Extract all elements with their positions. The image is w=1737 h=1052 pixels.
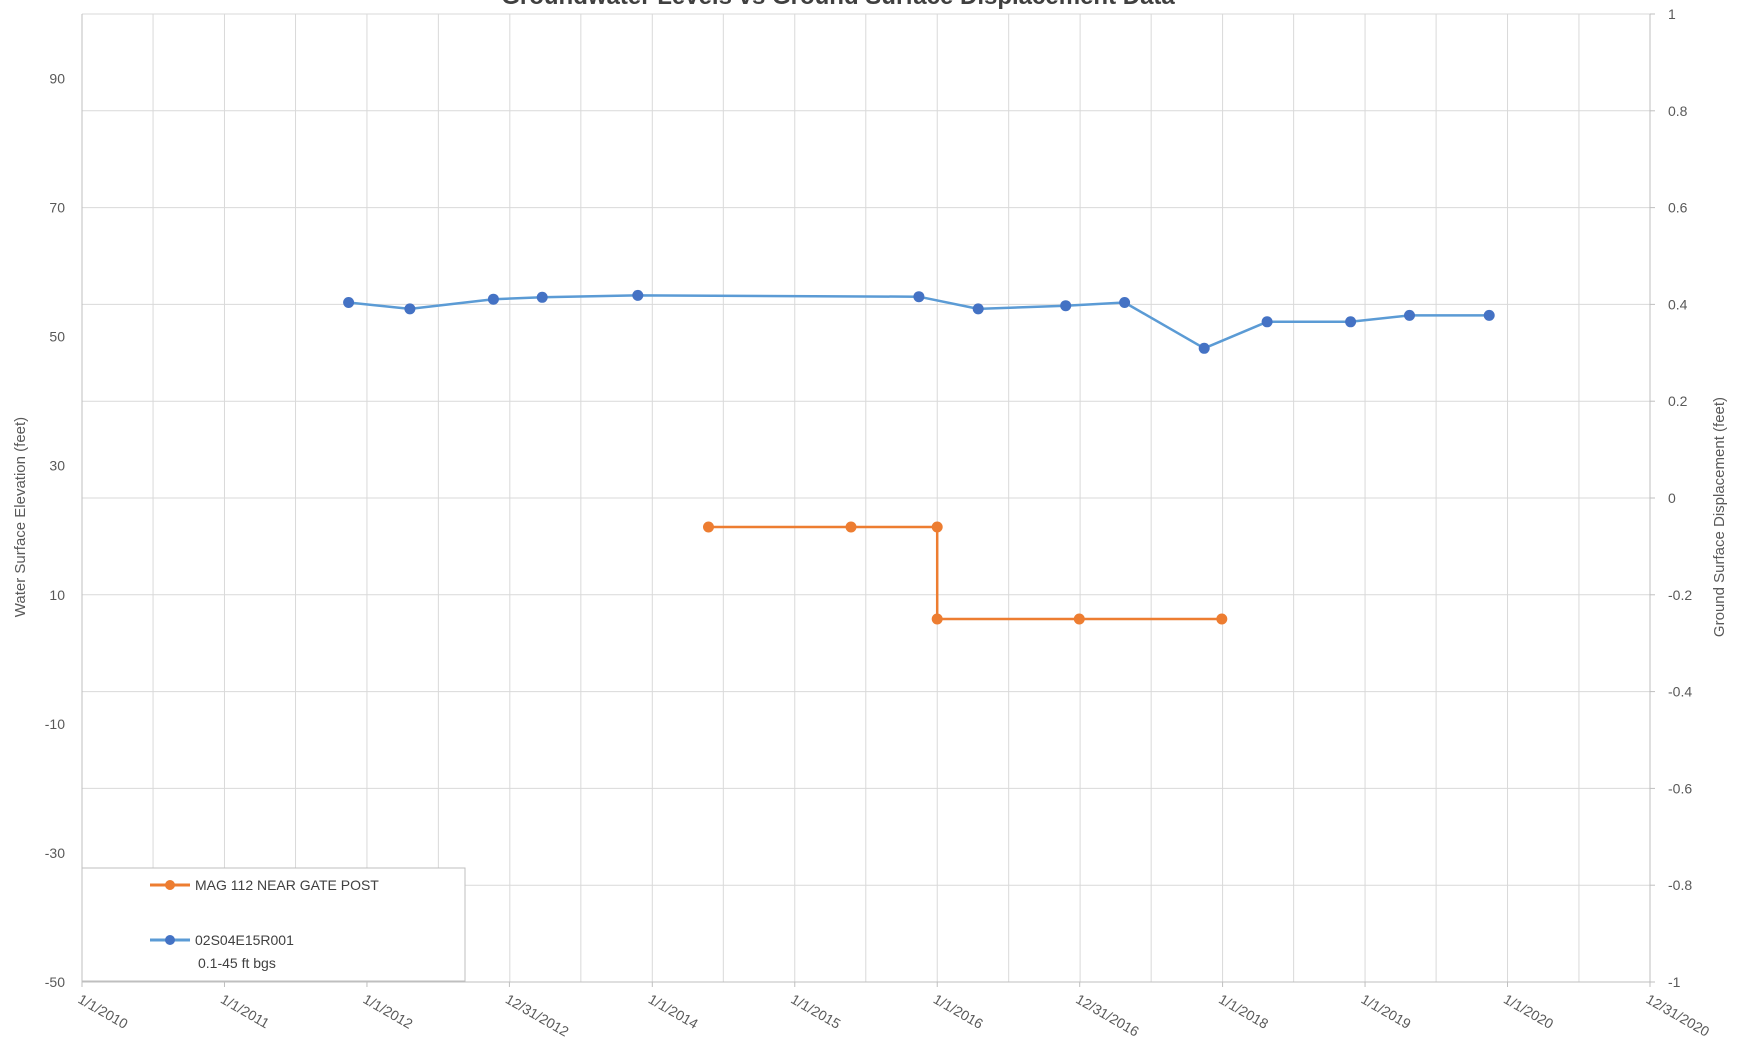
y-left-tick-label: 70 [49, 200, 65, 216]
y-left-tick-label: 90 [49, 71, 65, 87]
legend: MAG 112 NEAR GATE POST 02S04E15R001 0.1-… [81, 867, 466, 982]
legend-box [81, 867, 466, 982]
data-point-mag-112 [703, 521, 714, 533]
y-right-tick-label: -0.4 [1668, 684, 1692, 700]
y-left-tick-label: -30 [45, 845, 65, 861]
data-point-mag-112 [931, 613, 943, 625]
y-right-tick-label: 0.4 [1668, 296, 1688, 312]
right-axis-ticks: -1 -0.8 -0.6 -0.4 -0.2 0 0.2 0.4 0.6 0.8 1 [1650, 6, 1692, 990]
data-point-02s04e15r001 [1261, 316, 1273, 328]
y-right-tick-label: -0.2 [1668, 587, 1692, 603]
series-line-mag-112 [708, 525, 1222, 621]
y-right-tick-label: 0.6 [1668, 200, 1688, 216]
y-right-tick-label: -0.6 [1668, 780, 1692, 796]
data-point-mag-112 [845, 521, 857, 533]
y-right-tick-label: -1 [1668, 974, 1681, 990]
data-point-02s04e15r001 [1119, 297, 1131, 308]
y-left-tick-label: 30 [49, 458, 65, 474]
legend-marker-mag-112 [165, 880, 175, 890]
y-left-axis-title: Water Surface Elevation (feet) [12, 417, 29, 617]
y-right-tick-label: -0.8 [1668, 877, 1692, 893]
data-point-02s04e15r001 [487, 293, 499, 305]
y-right-tick-label: 0.2 [1668, 393, 1688, 409]
series-line-02s04e15r001 [348, 294, 1490, 350]
y-right-tick-label: 0 [1668, 490, 1676, 506]
y-left-tick-label: 50 [49, 329, 65, 345]
legend-marker-02s04e15r001 [165, 935, 175, 945]
legend-sublabel-02s04e15r001: 0.1-45 ft bgs [198, 955, 276, 971]
data-point-02s04e15r001 [972, 303, 984, 315]
y-left-tick-label: 10 [49, 587, 65, 603]
data-point-mag-112 [1216, 613, 1228, 625]
chart-title: Groundwater Levels vs Ground Surface Dis… [501, 0, 1175, 10]
data-point-02s04e15r001 [632, 289, 644, 301]
data-point-02s04e15r001 [536, 291, 548, 303]
data-point-02s04e15r001 [1198, 342, 1210, 354]
data-point-02s04e15r001 [343, 297, 355, 308]
y-right-tick-label: 1 [1668, 6, 1676, 22]
y-left-tick-label: -50 [45, 974, 65, 990]
left-axis-ticks: -50 -30 -10 10 30 50 70 90 [45, 71, 65, 990]
legend-label-mag-112: MAG 112 NEAR GATE POST [195, 877, 379, 893]
data-point-02s04e15r001 [913, 291, 925, 303]
data-point-02s04e15r001 [1404, 309, 1415, 321]
y-right-axis-title: Ground Surface Displacement (feet) [1711, 397, 1728, 637]
series-layer [343, 289, 1495, 625]
y-left-tick-label: -10 [45, 716, 65, 732]
data-point-02s04e15r001 [1483, 309, 1495, 321]
data-point-02s04e15r001 [404, 303, 416, 315]
y-right-tick-label: 0.8 [1668, 103, 1688, 119]
data-point-mag-112 [1073, 613, 1085, 625]
data-point-mag-112 [931, 521, 943, 533]
legend-label-02s04e15r001: 02S04E15R001 [195, 932, 294, 948]
gridlines [82, 13, 1650, 983]
data-point-02s04e15r001 [1345, 316, 1357, 328]
data-point-02s04e15r001 [1060, 300, 1072, 312]
